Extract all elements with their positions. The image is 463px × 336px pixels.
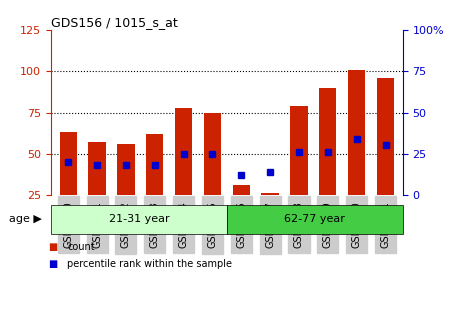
- Bar: [319, 88, 337, 195]
- Text: age ▶: age ▶: [9, 214, 42, 224]
- Text: ■: ■: [49, 259, 58, 269]
- Text: count: count: [67, 242, 95, 252]
- Bar: [262, 193, 279, 195]
- Bar: [232, 185, 250, 195]
- Bar: [377, 78, 394, 195]
- Text: ■: ■: [49, 242, 58, 252]
- Text: GDS156 / 1015_s_at: GDS156 / 1015_s_at: [51, 16, 178, 29]
- Text: 62-77 year: 62-77 year: [284, 214, 345, 224]
- Bar: [204, 113, 221, 195]
- Bar: [117, 144, 135, 195]
- Bar: [290, 106, 307, 195]
- Bar: [146, 134, 163, 195]
- Text: percentile rank within the sample: percentile rank within the sample: [67, 259, 232, 269]
- Text: 21-31 year: 21-31 year: [109, 214, 169, 224]
- Bar: [60, 132, 77, 195]
- Bar: [88, 142, 106, 195]
- Bar: [348, 70, 365, 195]
- Bar: [175, 108, 192, 195]
